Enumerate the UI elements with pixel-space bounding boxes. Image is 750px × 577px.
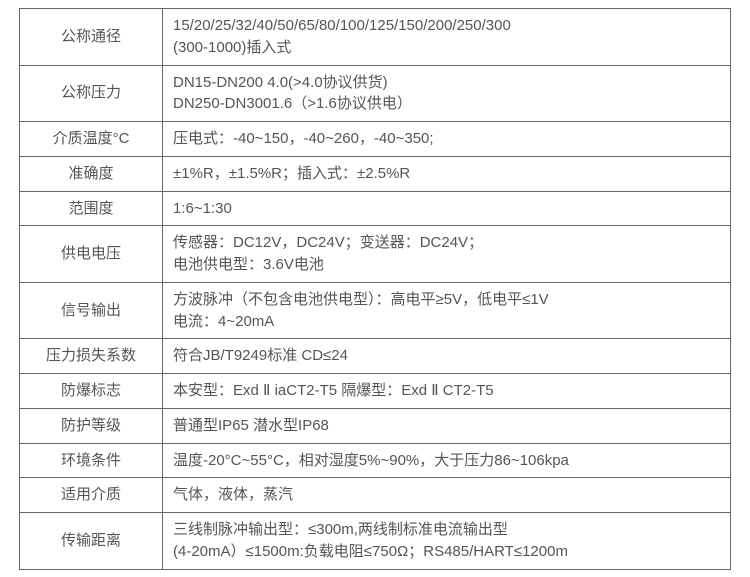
table-row: 公称压力DN15-DN200 4.0(>4.0协议供货)DN250-DN3001…	[20, 65, 731, 122]
spec-label: 准确度	[20, 156, 163, 191]
spec-value: 1:6~1:30	[163, 191, 731, 226]
table-row: 范围度1:6~1:30	[20, 191, 731, 226]
spec-label: 介质温度°C	[20, 122, 163, 157]
table-row: 介质温度°C压电式：-40~150，-40~260，-40~350;	[20, 122, 731, 157]
spec-label: 环境条件	[20, 443, 163, 478]
table-row: 防护等级普通型IP65 潜水型IP68	[20, 408, 731, 443]
spec-label: 公称通径	[20, 9, 163, 66]
table-row: 环境条件温度-20°C~55°C，相对湿度5%~90%，大于压力86~106kp…	[20, 443, 731, 478]
spec-label: 传输距离	[20, 513, 163, 570]
table-row: 供电电压传感器：DC12V，DC24V；变送器：DC24V；电池供电型：3.6V…	[20, 226, 731, 283]
spec-value: 15/20/25/32/40/50/65/80/100/125/150/200/…	[163, 9, 731, 66]
spec-value: DN15-DN200 4.0(>4.0协议供货)DN250-DN3001.6（>…	[163, 65, 731, 122]
spec-value: 符合JB/T9249标准 CD≤24	[163, 339, 731, 374]
spec-value: 气体，液体，蒸汽	[163, 478, 731, 513]
spec-label: 压力损失系数	[20, 339, 163, 374]
spec-value: 方波脉冲（不包含电池供电型）：高电平≥5V，低电平≤1V电流：4~20mA	[163, 282, 731, 339]
spec-value: 温度-20°C~55°C，相对湿度5%~90%，大于压力86~106kpa	[163, 443, 731, 478]
spec-value: 三线制脉冲输出型：≤300m,两线制标准电流输出型(4-20mA）≤1500m:…	[163, 513, 731, 570]
spec-label: 适用介质	[20, 478, 163, 513]
spec-value: 普通型IP65 潜水型IP68	[163, 408, 731, 443]
spec-label: 公称压力	[20, 65, 163, 122]
table-row: 传输距离三线制脉冲输出型：≤300m,两线制标准电流输出型(4-20mA）≤15…	[20, 513, 731, 570]
spec-label: 供电电压	[20, 226, 163, 283]
spec-label: 防爆标志	[20, 374, 163, 409]
spec-table-body: 公称通径15/20/25/32/40/50/65/80/100/125/150/…	[20, 9, 731, 570]
table-row: 信号输出方波脉冲（不包含电池供电型）：高电平≥5V，低电平≤1V电流：4~20m…	[20, 282, 731, 339]
spec-table: 公称通径15/20/25/32/40/50/65/80/100/125/150/…	[19, 8, 731, 570]
table-row: 防爆标志本安型：Exd Ⅱ iaCT2-T5 隔爆型：Exd Ⅱ CT2-T5	[20, 374, 731, 409]
spec-label: 防护等级	[20, 408, 163, 443]
spec-value: 压电式：-40~150，-40~260，-40~350;	[163, 122, 731, 157]
spec-value: ±1%R，±1.5%R；插入式：±2.5%R	[163, 156, 731, 191]
spec-label: 信号输出	[20, 282, 163, 339]
table-row: 公称通径15/20/25/32/40/50/65/80/100/125/150/…	[20, 9, 731, 66]
table-row: 适用介质气体，液体，蒸汽	[20, 478, 731, 513]
table-row: 压力损失系数符合JB/T9249标准 CD≤24	[20, 339, 731, 374]
table-row: 准确度±1%R，±1.5%R；插入式：±2.5%R	[20, 156, 731, 191]
spec-value: 传感器：DC12V，DC24V；变送器：DC24V；电池供电型：3.6V电池	[163, 226, 731, 283]
spec-label: 范围度	[20, 191, 163, 226]
spec-value: 本安型：Exd Ⅱ iaCT2-T5 隔爆型：Exd Ⅱ CT2-T5	[163, 374, 731, 409]
